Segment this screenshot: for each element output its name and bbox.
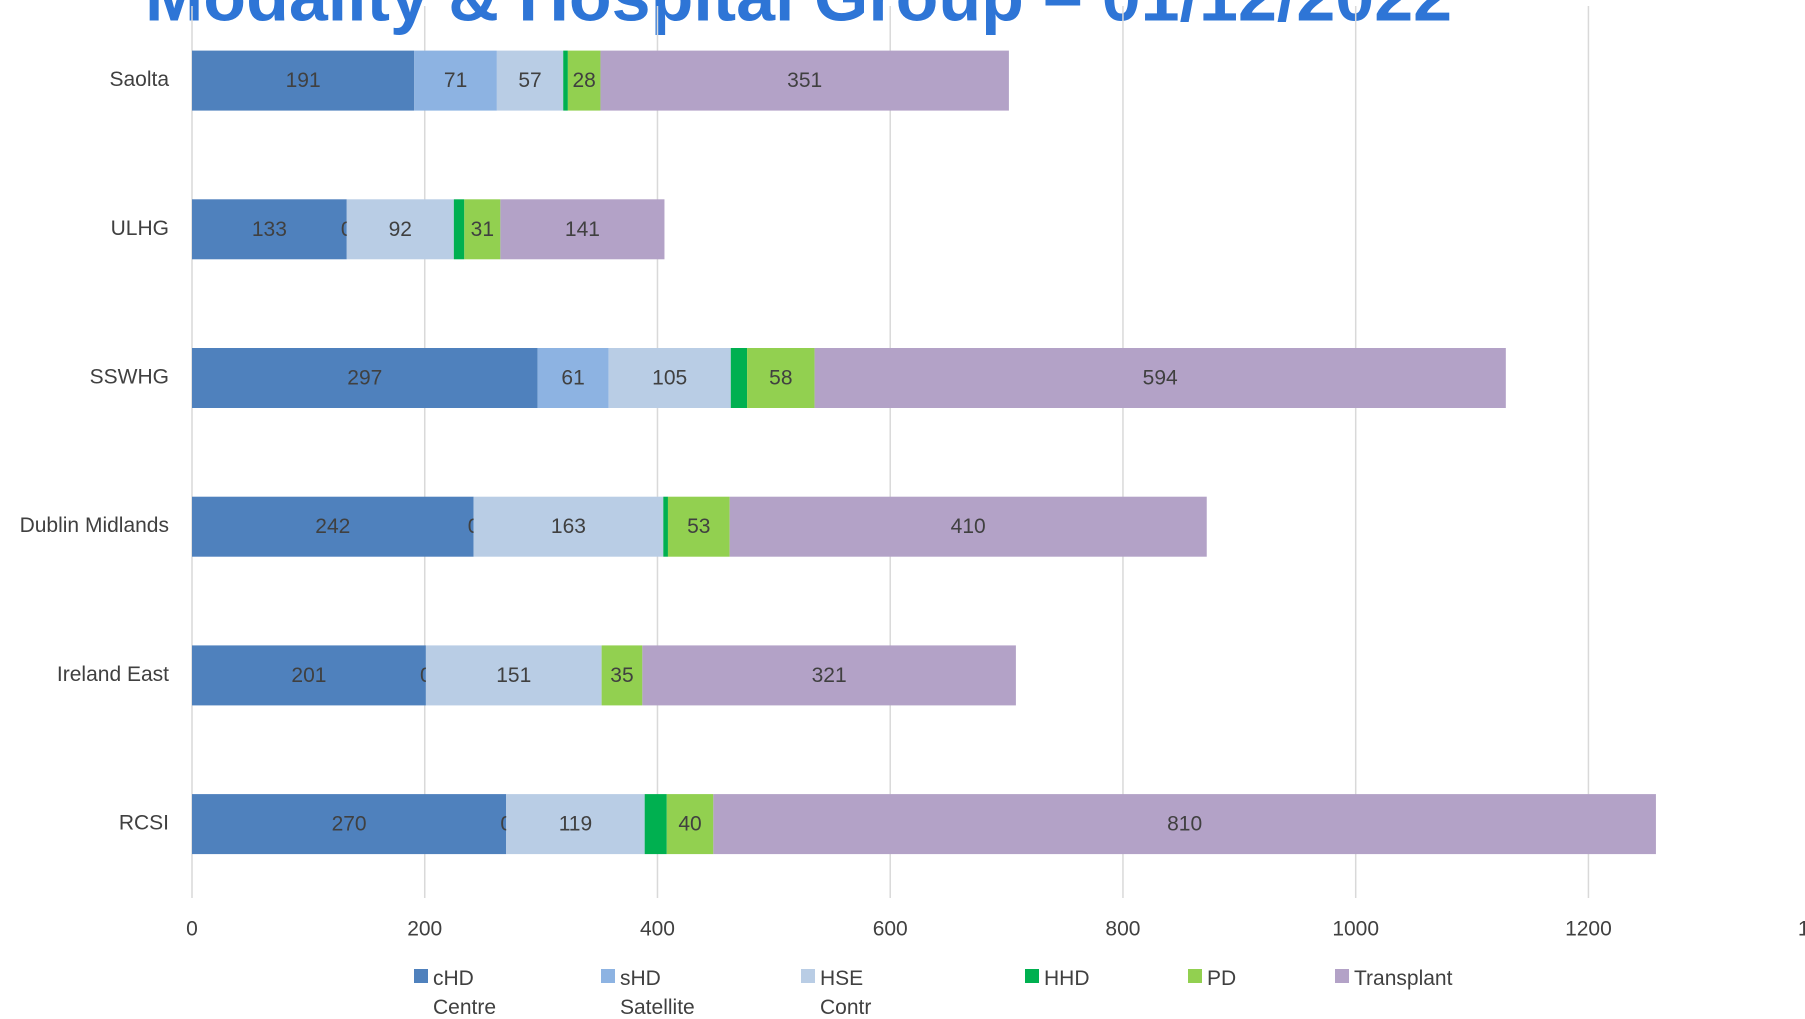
bar-segment [729, 496, 1207, 557]
bar-segment [600, 50, 1009, 111]
data-label: 270 [332, 813, 367, 836]
bar-segment [496, 50, 564, 111]
bar-segment [666, 794, 714, 855]
data-label: 410 [951, 515, 986, 538]
bar-segment [814, 348, 1506, 408]
legend-item: Transplant [1335, 964, 1464, 993]
legend-item: sHD Satellite [601, 964, 695, 1019]
legend-label: PD [1207, 967, 1237, 990]
bar-segment [192, 50, 415, 111]
bar-segment [346, 199, 454, 260]
data-label: 57 [518, 69, 541, 92]
legend-swatch [1335, 969, 1349, 983]
data-label: 53 [687, 515, 710, 538]
x-tick-label: 800 [1105, 918, 1140, 941]
data-label: 119 [559, 813, 592, 836]
data-label: 40 [678, 813, 701, 836]
x-tick-label: 1400 [1798, 918, 1805, 941]
bar-segment [747, 348, 815, 408]
x-tick-label: 1200 [1565, 918, 1612, 941]
x-tick-label: 1000 [1332, 918, 1379, 941]
legend-label: HHD [1044, 967, 1090, 990]
legend-item: HHD [1025, 964, 1154, 993]
category-label: SSWHG [90, 366, 169, 389]
bar-segment [425, 645, 602, 706]
data-label: 28 [572, 69, 595, 92]
bar-segment [642, 645, 1016, 706]
bar-segment [192, 199, 347, 260]
data-label: 141 [565, 218, 600, 241]
data-label: 31 [471, 218, 494, 241]
data-label: 297 [347, 367, 382, 390]
bar-segment [663, 496, 668, 557]
legend-swatch [801, 969, 815, 983]
legend-swatch [414, 969, 428, 983]
legend-label: Transplant [1354, 967, 1453, 990]
bar-segment [464, 199, 501, 260]
data-label: 35 [610, 664, 633, 687]
x-tick-label: 0 [186, 918, 198, 941]
category-label: Dublin Midlands [20, 514, 169, 537]
data-label: 105 [652, 367, 687, 390]
data-label: 810 [1167, 813, 1202, 836]
bar-segment [713, 794, 1656, 855]
data-label: 321 [812, 664, 847, 687]
legend-label: HSE Contr [820, 967, 872, 1019]
data-label: 201 [291, 664, 326, 687]
x-tick-label: 200 [407, 918, 442, 941]
x-tick-label: 600 [873, 918, 908, 941]
data-label: 594 [1143, 367, 1178, 390]
bar-segment [730, 348, 748, 408]
bar-segment [537, 348, 609, 408]
bar-segment [563, 50, 568, 111]
x-tick-label: 400 [640, 918, 675, 941]
legend-swatch [601, 969, 615, 983]
data-label: 191 [286, 69, 321, 92]
data-label: 92 [389, 218, 412, 241]
bar-segment [567, 50, 601, 111]
category-label: Ireland East [57, 663, 169, 686]
data-label: 163 [551, 515, 586, 538]
bar-segment [506, 794, 645, 855]
bar-segment [192, 348, 538, 408]
legend-swatch [1188, 969, 1202, 983]
legend-swatch [1025, 969, 1039, 983]
data-label: 242 [315, 515, 350, 538]
bar-segment [608, 348, 731, 408]
chart-title: Modality & Hospital Group – 01/12/2022 [145, 0, 1452, 35]
bar-segment [473, 496, 664, 557]
bar-segment [192, 645, 426, 706]
data-label: 351 [787, 69, 822, 92]
data-label: 58 [769, 367, 792, 390]
bar-segment [500, 199, 665, 260]
data-label: 61 [561, 367, 584, 390]
data-label: 151 [496, 664, 531, 687]
bar-segment [414, 50, 497, 111]
bar-segment [453, 199, 465, 260]
bar-segment [601, 645, 643, 706]
legend-item: PD [1188, 964, 1317, 993]
category-label: ULHG [111, 217, 169, 240]
bar-segment [667, 496, 730, 557]
legend-item: HSE Contr [801, 964, 880, 1019]
legend-label: sHD Satellite [620, 967, 695, 1019]
legend-item: cHD Centre [414, 964, 497, 1019]
data-label: 133 [252, 218, 287, 241]
category-label: Saolta [109, 68, 169, 91]
bar-segment [192, 794, 507, 855]
legend-label: cHD Centre [433, 967, 497, 1019]
data-label: 71 [444, 69, 467, 92]
category-label: RCSI [119, 812, 169, 835]
bar-segment [192, 496, 474, 557]
bar-segment [644, 794, 667, 855]
